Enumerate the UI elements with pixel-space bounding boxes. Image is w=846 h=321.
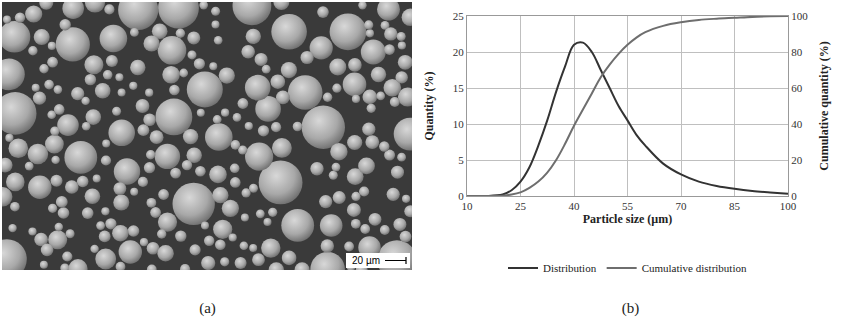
html-text:(a): (a) xyxy=(199,300,216,316)
svg-text:70: 70 xyxy=(676,200,688,212)
svg-text:100: 100 xyxy=(780,200,797,212)
svg-text:40: 40 xyxy=(791,118,803,130)
svg-text:Particle size (µm): Particle size (µm) xyxy=(583,212,673,226)
svg-text:5: 5 xyxy=(458,154,464,166)
svg-text:25: 25 xyxy=(453,10,465,22)
svg-text:80: 80 xyxy=(791,46,803,58)
svg-text:20: 20 xyxy=(453,46,465,58)
svg-text:100: 100 xyxy=(791,10,808,22)
svg-text:20 µm: 20 µm xyxy=(352,255,380,266)
svg-text:Quantity (%): Quantity (%) xyxy=(422,71,436,140)
svg-text:20: 20 xyxy=(791,154,803,166)
svg-text:15: 15 xyxy=(453,82,465,94)
svg-text:85: 85 xyxy=(729,200,741,212)
svg-text:60: 60 xyxy=(791,82,803,94)
svg-text:25: 25 xyxy=(515,200,527,212)
svg-text:Cumulative quantity (%): Cumulative quantity (%) xyxy=(817,41,831,170)
svg-text:40: 40 xyxy=(569,200,581,212)
html-text:(b): (b) xyxy=(621,300,640,316)
svg-text:Cumulative distribution: Cumulative distribution xyxy=(642,262,747,274)
svg-text:0: 0 xyxy=(458,190,464,202)
svg-text:55: 55 xyxy=(622,200,634,212)
svg-text:0: 0 xyxy=(791,190,797,202)
svg-text:10: 10 xyxy=(462,200,474,212)
svg-text:10: 10 xyxy=(453,118,465,130)
svg-text:Distribution: Distribution xyxy=(543,262,597,274)
